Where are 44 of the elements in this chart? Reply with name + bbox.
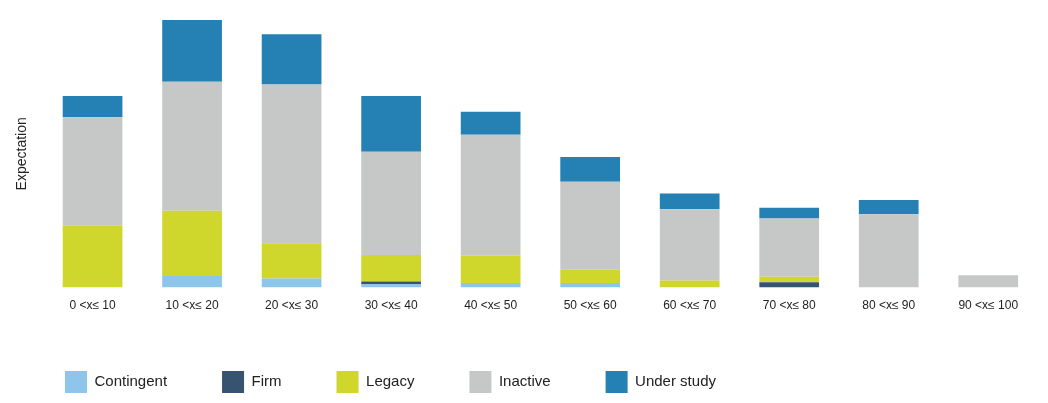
x-tick-label: 30 <x≤ 40: [364, 298, 418, 313]
bar: [659, 280, 720, 288]
legend-label: Contingent: [94, 372, 168, 390]
legend-label: Firm: [251, 372, 282, 390]
bar: [162, 210, 222, 277]
bar: [62, 96, 123, 118]
x-tick-label: 50 <x≤ 60: [563, 298, 617, 313]
bar: [261, 34, 322, 85]
bar: [361, 151, 421, 255]
bar: [460, 255, 521, 284]
bar: [659, 209, 720, 281]
bar: [460, 134, 521, 256]
bar: [759, 282, 820, 288]
bar: [62, 117, 123, 226]
bar: [759, 207, 820, 219]
bar: [759, 218, 820, 277]
legend-label: Legacy: [366, 372, 415, 390]
legend-label: Inactive: [498, 372, 551, 390]
bar: [162, 20, 222, 82]
bar: [162, 81, 222, 211]
bar: [361, 254, 421, 282]
bar: [560, 269, 621, 284]
x-tick-label: 70 <x≤ 80: [762, 298, 816, 313]
legend-label: Under study: [635, 372, 717, 390]
y-axis-title: Expectation: [13, 117, 30, 191]
x-tick-label: 10 <x≤ 20: [165, 298, 219, 313]
bar: [261, 84, 322, 244]
x-tick-label: 0 <x≤ 10: [69, 298, 117, 313]
x-tick-label: 60 <x≤ 70: [663, 298, 717, 313]
bar: [162, 276, 222, 288]
x-tick-label: 40 <x≤ 50: [464, 298, 518, 313]
bar: [62, 225, 123, 288]
bar: [560, 157, 621, 182]
bar: [659, 193, 720, 210]
x-tick-label: 20 <x≤ 30: [265, 298, 319, 313]
x-tick-label: 90 <x≤ 100: [958, 298, 1019, 313]
bar: [560, 181, 621, 270]
bar: [858, 214, 919, 288]
bar: [261, 243, 322, 279]
bar: [858, 200, 919, 215]
bar: [958, 275, 1019, 288]
bar: [361, 96, 421, 152]
bar: [460, 111, 521, 135]
x-tick-label: 80 <x≤ 90: [862, 298, 916, 313]
